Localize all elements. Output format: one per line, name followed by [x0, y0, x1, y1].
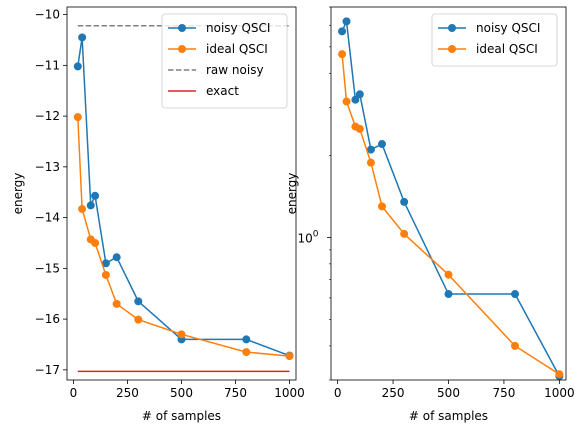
- data-point-ideal-qsci: [555, 370, 564, 379]
- data-point-ideal-qsci: [366, 158, 375, 167]
- legend-marker: [178, 24, 186, 32]
- legend-label: raw noisy: [206, 63, 264, 77]
- y-tick-label: −14: [35, 211, 60, 225]
- x-tick-label: 1000: [274, 386, 305, 400]
- legend: noisy QSCI ideal QSCI: [431, 13, 558, 67]
- data-point-noisy-qsci: [444, 290, 453, 299]
- x-tick-label: 1000: [544, 386, 575, 400]
- data-point-ideal-qsci: [511, 341, 520, 350]
- x-axis-label: # of samples: [142, 409, 221, 423]
- data-point-noisy-qsci: [112, 253, 121, 262]
- data-point-ideal-qsci: [355, 124, 364, 133]
- y-tick-label: −16: [35, 312, 60, 326]
- data-point-noisy-qsci: [377, 140, 386, 149]
- x-tick-label: 750: [492, 386, 515, 400]
- x-tick-label: 500: [170, 386, 193, 400]
- legend-label: noisy QSCI: [476, 21, 540, 35]
- data-point-ideal-qsci: [78, 204, 87, 213]
- data-point-ideal-qsci: [101, 270, 110, 279]
- x-tick-label: 250: [116, 386, 139, 400]
- data-point-ideal-qsci: [400, 229, 409, 238]
- data-point-ideal-qsci: [377, 202, 386, 211]
- left-energy-panel: 0 250 500 750 1000 −17 −16 −15 −14 −13 −12 −11 −10 # …: [11, 6, 305, 423]
- data-point-noisy-qsci: [338, 27, 347, 36]
- y-tick-label: −11: [35, 58, 60, 72]
- data-point-noisy-qsci: [78, 33, 87, 42]
- legend-label: ideal QSCI: [206, 42, 268, 56]
- y-tick-label: −17: [35, 363, 60, 377]
- data-point-noisy-qsci: [400, 197, 409, 206]
- data-point-noisy-qsci: [342, 17, 351, 26]
- x-axis-label: # of samples: [409, 409, 488, 423]
- legend-box: [161, 13, 288, 109]
- data-point-noisy-qsci: [242, 335, 251, 344]
- y-tick-label: 100: [297, 229, 318, 245]
- y-axis-label: energy: [11, 173, 25, 215]
- y-tick-label: −15: [35, 261, 60, 275]
- data-point-noisy-qsci: [366, 145, 375, 154]
- data-point-noisy-qsci: [355, 90, 364, 99]
- y-axis-label: energy: [285, 173, 299, 215]
- x-tick-label: 0: [70, 386, 78, 400]
- data-point-noisy-qsci: [134, 297, 143, 306]
- legend-label: exact: [206, 84, 239, 98]
- data-point-noisy-qsci: [73, 62, 82, 71]
- data-point-ideal-qsci: [242, 348, 251, 357]
- y-tick-label-base: 10: [297, 231, 312, 245]
- series-line-ideal-qsci: [77, 117, 290, 357]
- data-point-ideal-qsci: [112, 299, 121, 308]
- x-tick-label: 0: [334, 386, 342, 400]
- data-point-noisy-qsci: [91, 191, 100, 200]
- plot-frame: [66, 6, 297, 381]
- y-tick-label: −12: [35, 109, 60, 123]
- y-tick-label: −10: [35, 8, 60, 22]
- data-point-ideal-qsci: [91, 238, 100, 247]
- y-tick-label: −13: [35, 160, 60, 174]
- x-tick-label: 250: [382, 386, 405, 400]
- legend-label: noisy QSCI: [206, 21, 270, 35]
- legend-box: [431, 13, 558, 67]
- data-point-ideal-qsci: [338, 50, 347, 59]
- data-point-ideal-qsci: [177, 330, 186, 339]
- legend-marker: [448, 24, 456, 32]
- x-tick-label: 750: [224, 386, 247, 400]
- legend-marker: [178, 45, 186, 53]
- series-line-ideal-qsci: [341, 54, 560, 375]
- data-point-noisy-qsci: [511, 290, 520, 299]
- x-tick-label: 500: [437, 386, 460, 400]
- data-point-ideal-qsci: [285, 352, 294, 361]
- series-line-noisy-qsci: [77, 36, 290, 357]
- data-point-noisy-qsci: [101, 259, 110, 268]
- data-point-noisy-qsci: [86, 201, 95, 210]
- legend-marker: [448, 45, 456, 53]
- plot-frame: [330, 6, 567, 381]
- series-group: [73, 25, 294, 373]
- legend: noisy QSCI ideal QSCI raw noisy exact: [161, 13, 288, 109]
- data-point-ideal-qsci: [444, 270, 453, 279]
- series-line-noisy-qsci: [341, 20, 561, 377]
- data-point-ideal-qsci: [73, 113, 82, 122]
- series-group: [338, 17, 564, 380]
- y-tick-label-exponent: 0: [313, 229, 319, 239]
- data-point-noisy-qsci: [351, 95, 360, 104]
- data-point-ideal-qsci: [134, 315, 143, 324]
- data-point-ideal-qsci: [342, 97, 351, 106]
- legend-label: ideal QSCI: [476, 42, 538, 56]
